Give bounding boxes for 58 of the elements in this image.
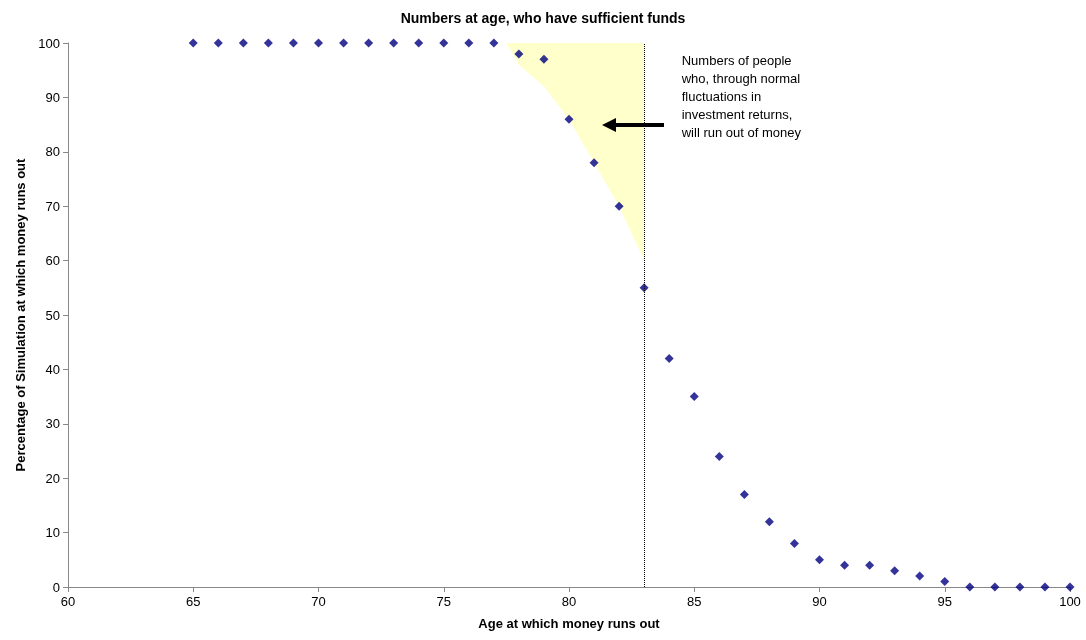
point: [263, 38, 273, 48]
point: [188, 38, 198, 48]
point: [439, 38, 449, 48]
point: [389, 38, 399, 48]
point: [238, 38, 248, 48]
x-tick-label: 65: [186, 594, 201, 609]
y-tick-label: 50: [45, 307, 60, 323]
point: [1015, 582, 1025, 592]
chart-title: Numbers at age, who have sufficient funds: [400, 10, 686, 26]
y-tick-label: 70: [45, 198, 60, 214]
y-tick-label: 100: [38, 35, 60, 51]
point: [339, 38, 349, 48]
point: [539, 54, 549, 64]
point: [915, 571, 925, 581]
x-tick-label: 60: [60, 594, 76, 609]
x-tick-label: 95: [937, 594, 952, 609]
point: [990, 582, 1000, 592]
point: [965, 582, 975, 592]
y-tick-label: 60: [45, 253, 60, 269]
point: [764, 517, 774, 527]
y-tick-label: 0: [52, 579, 60, 595]
y-axis-title: Percentage of Simulation at which money runs out: [13, 157, 29, 472]
point: [1040, 582, 1050, 592]
point: [589, 158, 599, 168]
point: [414, 38, 424, 48]
point: [940, 577, 950, 587]
point: [288, 38, 298, 48]
point: [714, 451, 724, 461]
point: [789, 538, 799, 548]
point: [464, 38, 474, 48]
y-tick-label: 40: [45, 361, 60, 377]
point: [664, 354, 674, 364]
x-tick-label: 90: [812, 594, 827, 609]
point: [489, 38, 499, 48]
y-tick-label: 80: [45, 144, 60, 160]
point: [739, 490, 749, 500]
point: [514, 49, 524, 59]
x-tick-label: 80: [561, 594, 577, 609]
point: [364, 38, 374, 48]
point: [840, 560, 850, 570]
point: [815, 555, 824, 565]
point: [314, 38, 323, 48]
y-tick-label: 20: [45, 470, 60, 486]
point: [564, 114, 574, 124]
x-axis-title: Age at which money runs out: [478, 616, 661, 631]
point: [614, 201, 624, 211]
point: [865, 560, 875, 570]
x-tick-label: 100: [1059, 594, 1081, 609]
x-tick-label: 70: [311, 594, 326, 609]
y-tick-label: 90: [45, 89, 60, 105]
y-tick-label: 30: [45, 416, 60, 432]
point: [213, 38, 223, 48]
x-tick-label: 85: [687, 594, 702, 609]
annotation: Numbers of people who, through normal fluctuations in investment returns, will run out of money: [681, 51, 801, 142]
point: [689, 392, 699, 402]
y-tick-label: 10: [45, 525, 60, 541]
x-tick-label: 75: [436, 594, 451, 609]
point: [890, 566, 900, 576]
